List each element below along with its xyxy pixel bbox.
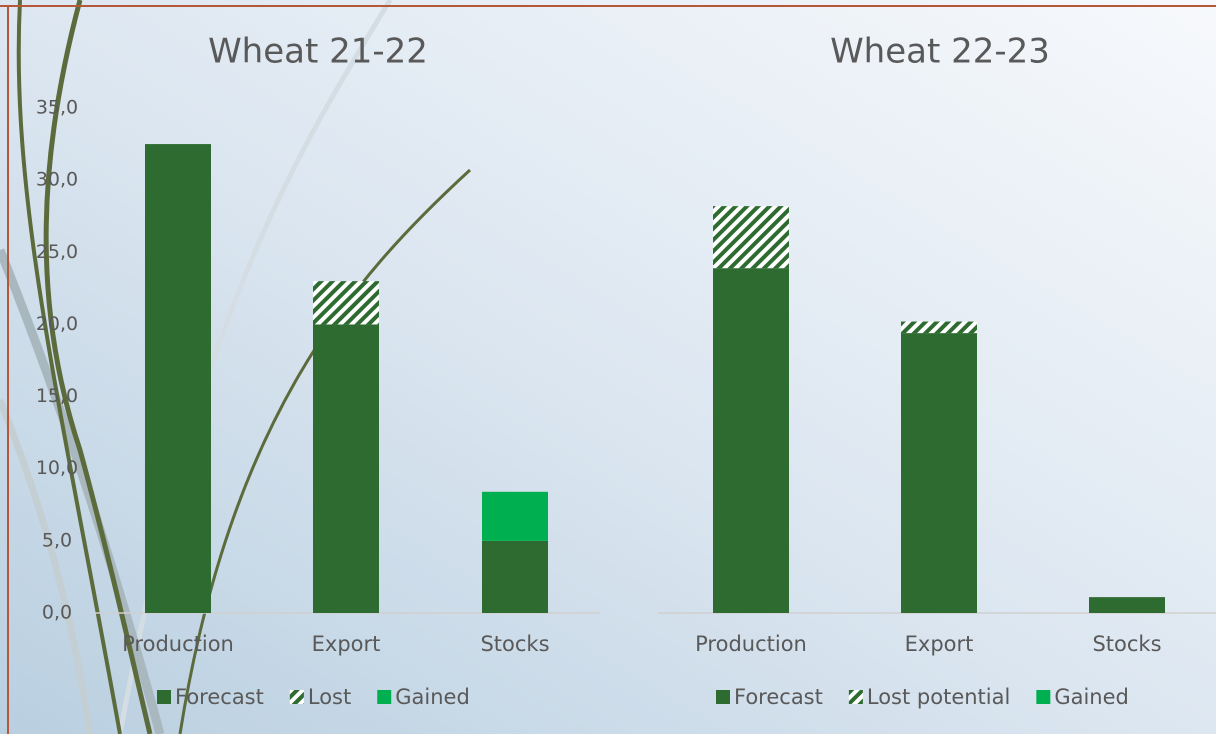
chart-title: Wheat 22-23 bbox=[830, 32, 1050, 72]
x-tick-label: Production bbox=[695, 632, 807, 656]
legend-label: Gained bbox=[1054, 685, 1129, 709]
y-tick-label: 25,0 bbox=[36, 241, 78, 263]
y-tick-label: 35,0 bbox=[36, 97, 78, 119]
x-tick-label: Stocks bbox=[480, 632, 549, 656]
legend-swatch bbox=[377, 690, 392, 704]
y-tick-label: 30,0 bbox=[36, 169, 78, 191]
legend-swatch bbox=[716, 690, 730, 704]
y-tick-label: 5,0 bbox=[42, 529, 72, 551]
y-tick-label: 20,0 bbox=[36, 313, 78, 335]
x-tick-label: Stocks bbox=[1092, 632, 1161, 656]
legend-label: Forecast bbox=[175, 685, 264, 709]
legend-label: Forecast bbox=[734, 685, 823, 709]
y-tick-label: 15,0 bbox=[36, 385, 78, 407]
legend-label: Lost bbox=[308, 685, 351, 709]
bar-segment bbox=[1089, 597, 1165, 613]
legend-label: Lost potential bbox=[867, 685, 1010, 709]
bar-segment bbox=[145, 144, 211, 614]
bar-segment bbox=[713, 268, 789, 613]
legend-swatch bbox=[289, 690, 304, 704]
x-tick-label: Export bbox=[905, 632, 974, 656]
legend-swatch bbox=[157, 690, 171, 704]
legend-label: Gained bbox=[395, 685, 470, 709]
x-tick-label: Export bbox=[312, 632, 381, 656]
bar-segment bbox=[901, 321, 977, 334]
y-tick-label: 0,0 bbox=[42, 602, 72, 624]
legend-swatch bbox=[848, 690, 863, 704]
x-tick-label: Production bbox=[122, 632, 234, 656]
bar-segment bbox=[482, 491, 548, 541]
legend-swatch bbox=[1036, 690, 1051, 704]
y-tick-label: 10,0 bbox=[36, 457, 78, 479]
bar-segment bbox=[313, 324, 379, 613]
chart-title: Wheat 21-22 bbox=[208, 32, 428, 72]
bar-segment bbox=[313, 281, 379, 325]
bar-segment bbox=[901, 333, 977, 613]
bar-segment bbox=[713, 206, 789, 269]
bar-segment bbox=[482, 540, 548, 613]
